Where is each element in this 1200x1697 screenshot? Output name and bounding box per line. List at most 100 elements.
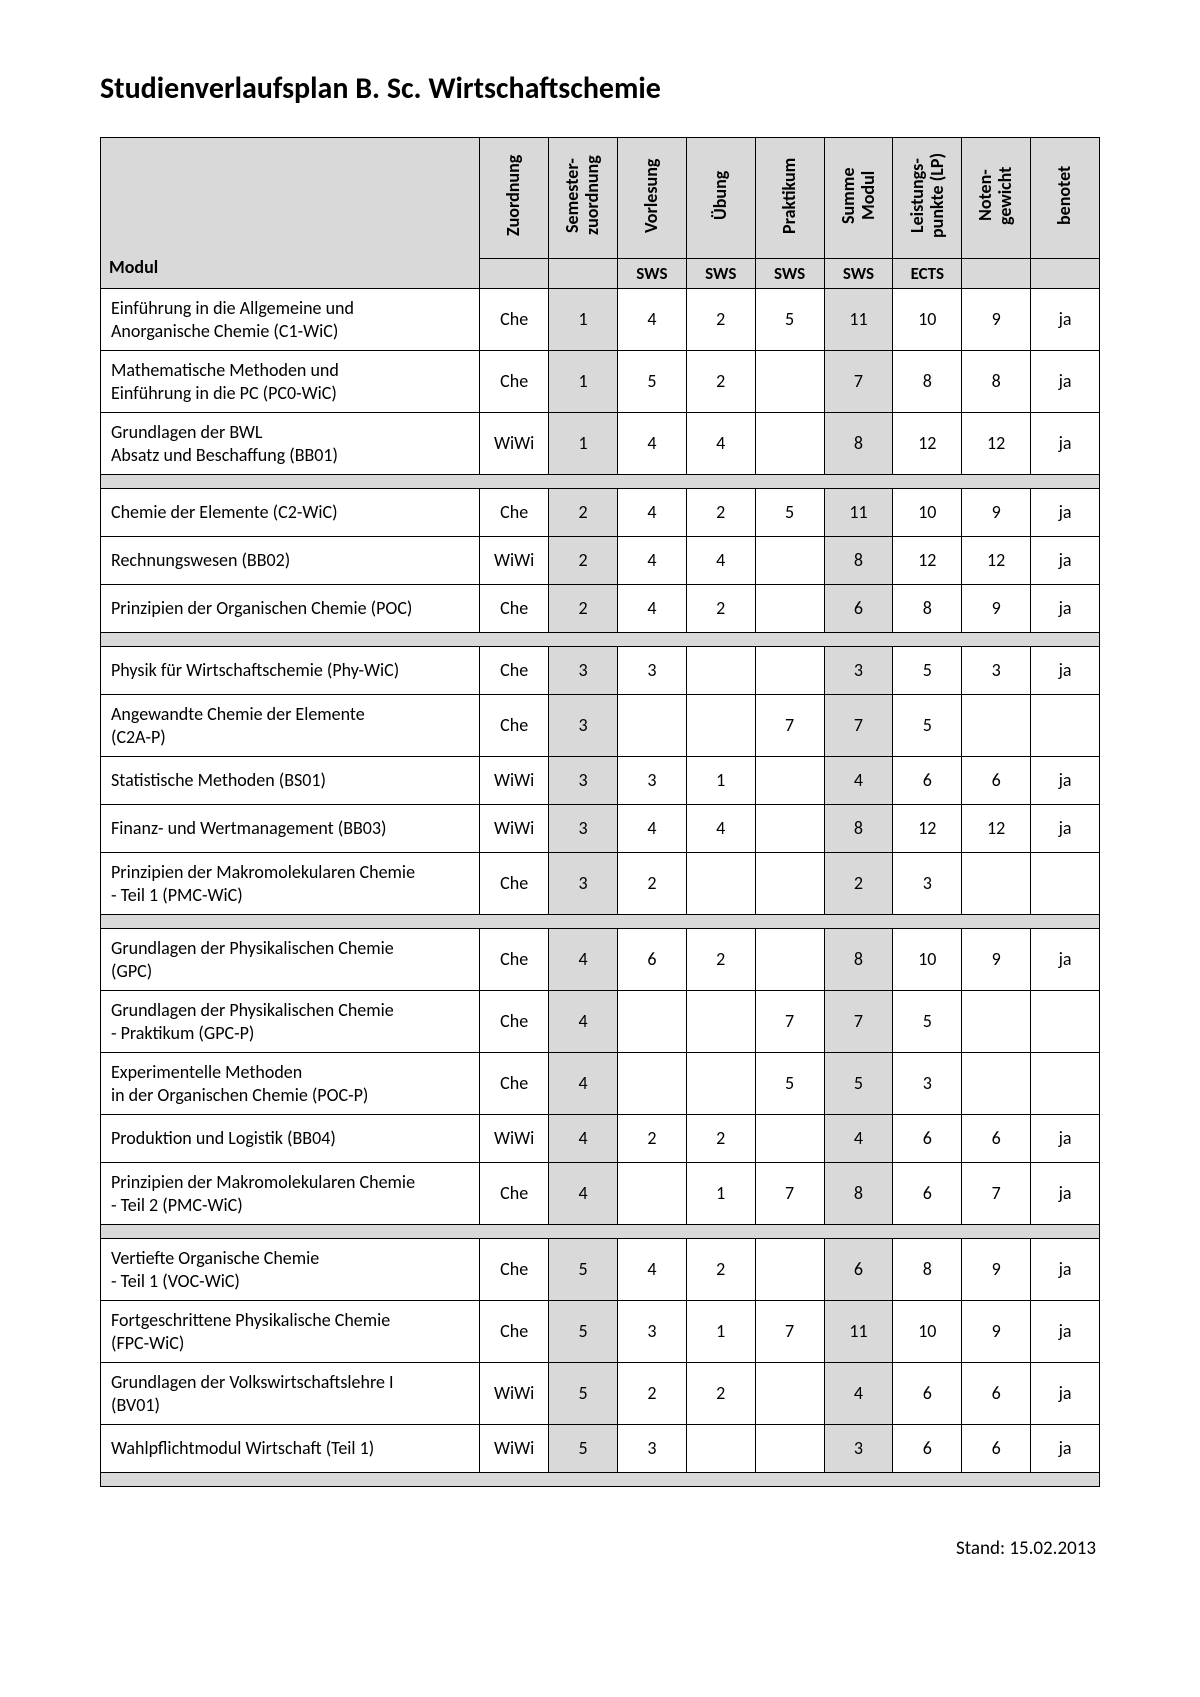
cell-4: 7 xyxy=(755,1163,824,1225)
cell-5: 8 xyxy=(824,1163,893,1225)
cell-2 xyxy=(617,1163,686,1225)
cell-modul: Wahlpflichtmodul Wirtschaft (Teil 1) xyxy=(101,1425,480,1473)
cell-6: 6 xyxy=(893,1115,962,1163)
col-header-label-6: Leistungs-punkte (LP) xyxy=(908,148,948,243)
cell-7 xyxy=(962,991,1031,1053)
cell-1: 3 xyxy=(549,647,618,695)
cell-5: 8 xyxy=(824,805,893,853)
cell-5: 7 xyxy=(824,351,893,413)
col-header-label-8: benotet xyxy=(1055,148,1075,243)
cell-3: 4 xyxy=(686,805,755,853)
cell-7: 12 xyxy=(962,805,1031,853)
cell-7: 9 xyxy=(962,289,1031,351)
col-header-label-3: Übung xyxy=(711,148,731,243)
table-row: Grundlagen der BWLAbsatz und Beschaffung… xyxy=(101,413,1100,475)
col-unit-7 xyxy=(962,259,1031,289)
col-header-1: Semester-zuordnung xyxy=(549,138,618,259)
cell-0: WiWi xyxy=(480,805,549,853)
table-row: Vertiefte Organische Chemie- Teil 1 (VOC… xyxy=(101,1239,1100,1301)
cell-1: 3 xyxy=(549,853,618,915)
cell-4: 7 xyxy=(755,695,824,757)
group-spacer xyxy=(101,633,1100,647)
spacer-cell xyxy=(101,1473,1100,1487)
cell-4 xyxy=(755,585,824,633)
cell-5: 2 xyxy=(824,853,893,915)
cell-5: 5 xyxy=(824,1053,893,1115)
cell-8: ja xyxy=(1031,537,1100,585)
cell-8: ja xyxy=(1031,351,1100,413)
cell-7: 8 xyxy=(962,351,1031,413)
page-title: Studienverlaufsplan B. Sc. Wirtschaftsch… xyxy=(100,70,1100,107)
cell-8 xyxy=(1031,853,1100,915)
cell-8: ja xyxy=(1031,585,1100,633)
cell-1: 5 xyxy=(549,1301,618,1363)
cell-7: 6 xyxy=(962,1115,1031,1163)
cell-0: Che xyxy=(480,1163,549,1225)
cell-4 xyxy=(755,1425,824,1473)
table-row: Chemie der Elemente (C2-WiC)Che242511109… xyxy=(101,489,1100,537)
cell-2 xyxy=(617,1053,686,1115)
cell-5: 11 xyxy=(824,289,893,351)
cell-0: Che xyxy=(480,929,549,991)
cell-1: 1 xyxy=(549,289,618,351)
cell-modul: Rechnungswesen (BB02) xyxy=(101,537,480,585)
col-header-label-4: Praktikum xyxy=(780,148,800,243)
cell-0: Che xyxy=(480,585,549,633)
cell-modul: Einführung in die Allgemeine undAnorgani… xyxy=(101,289,480,351)
cell-3 xyxy=(686,991,755,1053)
group-spacer xyxy=(101,915,1100,929)
cell-8: ja xyxy=(1031,805,1100,853)
cell-7: 9 xyxy=(962,1239,1031,1301)
cell-modul: Physik für Wirtschaftschemie (Phy-WiC) xyxy=(101,647,480,695)
table-row: Statistische Methoden (BS01)WiWi331466ja xyxy=(101,757,1100,805)
cell-0: Che xyxy=(480,1301,549,1363)
col-header-0: Zuordnung xyxy=(480,138,549,259)
cell-7: 12 xyxy=(962,413,1031,475)
cell-2: 4 xyxy=(617,805,686,853)
table-row: Rechnungswesen (BB02)WiWi24481212ja xyxy=(101,537,1100,585)
cell-2: 4 xyxy=(617,489,686,537)
cell-2: 4 xyxy=(617,289,686,351)
table-row: Prinzipien der Makromolekularen Chemie- … xyxy=(101,853,1100,915)
spacer-cell xyxy=(101,633,1100,647)
cell-modul: Fortgeschrittene Physikalische Chemie(FP… xyxy=(101,1301,480,1363)
cell-4 xyxy=(755,929,824,991)
cell-2: 4 xyxy=(617,1239,686,1301)
group-spacer xyxy=(101,475,1100,489)
cell-4 xyxy=(755,757,824,805)
cell-5: 7 xyxy=(824,991,893,1053)
cell-modul: Grundlagen der Physikalischen Chemie- Pr… xyxy=(101,991,480,1053)
cell-8: ja xyxy=(1031,1301,1100,1363)
cell-2: 2 xyxy=(617,1363,686,1425)
table-row: Produktion und Logistik (BB04)WiWi422466… xyxy=(101,1115,1100,1163)
cell-0: Che xyxy=(480,853,549,915)
cell-8: ja xyxy=(1031,929,1100,991)
cell-modul: Produktion und Logistik (BB04) xyxy=(101,1115,480,1163)
table-row: Mathematische Methoden undEinführung in … xyxy=(101,351,1100,413)
cell-2 xyxy=(617,695,686,757)
cell-1: 5 xyxy=(549,1363,618,1425)
cell-6: 6 xyxy=(893,1425,962,1473)
cell-1: 2 xyxy=(549,489,618,537)
cell-8: ja xyxy=(1031,289,1100,351)
table-row: Grundlagen der Physikalischen Chemie- Pr… xyxy=(101,991,1100,1053)
col-unit-4: SWS xyxy=(755,259,824,289)
table-row: Experimentelle Methodenin der Organische… xyxy=(101,1053,1100,1115)
cell-4 xyxy=(755,805,824,853)
col-unit-5: SWS xyxy=(824,259,893,289)
cell-3 xyxy=(686,695,755,757)
table-row: Prinzipien der Organischen Chemie (POC)C… xyxy=(101,585,1100,633)
cell-6: 10 xyxy=(893,929,962,991)
cell-0: Che xyxy=(480,1053,549,1115)
cell-6: 8 xyxy=(893,1239,962,1301)
cell-6: 3 xyxy=(893,1053,962,1115)
table-row: Grundlagen der Volkswirtschaftslehre I(B… xyxy=(101,1363,1100,1425)
cell-2: 4 xyxy=(617,585,686,633)
curriculum-table: ModulZuordnungSemester-zuordnungVorlesun… xyxy=(100,137,1100,1487)
cell-5: 11 xyxy=(824,1301,893,1363)
col-unit-1 xyxy=(549,259,618,289)
cell-3: 2 xyxy=(686,489,755,537)
cell-6: 6 xyxy=(893,757,962,805)
cell-1: 4 xyxy=(549,991,618,1053)
cell-3: 2 xyxy=(686,585,755,633)
